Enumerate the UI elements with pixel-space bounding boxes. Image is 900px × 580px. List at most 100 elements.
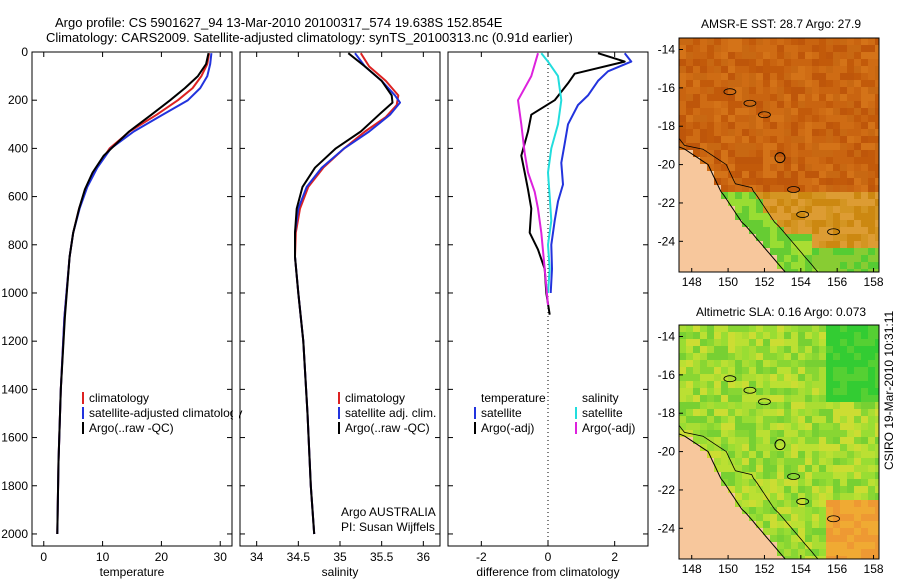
map-cell [707,143,715,151]
map-cell [854,157,862,165]
map-cell [742,220,750,228]
map-cell [770,94,778,102]
map-cell [861,542,869,550]
map-cell [770,430,778,438]
map-cell [735,143,743,151]
map-cell [700,269,708,272]
map-cell [735,80,743,88]
map-cell [679,115,687,123]
map-cell [875,234,879,242]
series-line-argo [56,52,210,535]
sst-map: 148 150 152 154 156 158-14-16-18-20-22-24 [658,37,884,289]
map-cell [791,437,799,445]
map-cell [742,549,750,557]
y-tick-label: 2000 [1,527,28,541]
map-cell [742,374,750,382]
map-cell [728,339,736,347]
map-cell [812,423,820,431]
map-cell [679,556,687,559]
map-cell [826,101,834,109]
map-cell [833,500,841,508]
map-cell [686,269,694,272]
map-cell [840,514,848,522]
map-cell [777,234,785,242]
map-cell [798,374,806,382]
map-cell [749,143,757,151]
map-cell [798,479,806,487]
map-cell [742,150,750,158]
map-cell [721,465,729,473]
map-cell [707,444,715,452]
map-cell [812,94,820,102]
map-cell [840,220,848,228]
map-cell [756,549,764,557]
map-cell [728,395,736,403]
map-cell [735,45,743,53]
map-cell [854,94,862,102]
map-cell [819,528,827,536]
map-cell [812,101,820,109]
map-cell [770,374,778,382]
map-cell [777,388,785,396]
map-cell [819,514,827,522]
map-cell [714,437,722,445]
legend-label-argo: Argo(..raw -QC) [89,421,174,435]
map-cell [812,143,820,151]
map-cell [826,549,834,557]
map-cell [707,129,715,137]
map-cell [700,514,708,522]
map-cell [798,213,806,221]
map-cell [749,192,757,200]
map-cell [707,45,715,53]
map-cell [693,388,701,396]
map-cell [721,437,729,445]
map-cell [805,45,813,53]
map-cell [868,437,876,445]
map-cell [756,262,764,270]
map-cell [784,395,792,403]
map-y-tick-label: -20 [658,158,676,172]
map-cell [805,549,813,557]
map-cell [847,353,855,361]
map-cell [749,409,757,417]
map-cell [756,136,764,144]
map-cell [770,157,778,165]
map-cell [854,507,862,515]
map-cell [714,129,722,137]
map-cell [735,493,743,501]
map-cell [728,234,736,242]
timestamp: CSIRO 19-Mar-2010 10:31:11 [882,310,896,470]
map-cell [707,360,715,368]
map-cell [868,66,876,74]
map-cell [826,185,834,193]
map-cell [714,444,722,452]
map-cell [742,255,750,263]
map-cell [840,262,848,270]
map-cell [791,136,799,144]
map-cell [686,360,694,368]
map-cell [812,234,820,242]
map-cell [854,339,862,347]
map-cell [777,325,785,333]
map-cell [693,115,701,123]
map-cell [770,164,778,172]
map-cell [679,248,687,256]
map-cell [833,542,841,550]
map-cell [756,444,764,452]
map-cell [714,486,722,494]
map-cell [826,374,834,382]
x-tick-label: 36 [417,550,431,564]
y-tick-label: 1400 [1,382,28,396]
map-cell [840,458,848,466]
reef-outline [743,386,757,394]
map-cell [791,38,799,46]
map-cell [840,171,848,179]
map-cell [784,528,792,536]
map-cell [693,542,701,550]
map-cell [770,150,778,158]
map-cell [819,409,827,417]
map-cell [777,150,785,158]
map-cell [686,339,694,347]
map-cell [847,423,855,431]
map-frame [678,324,880,560]
